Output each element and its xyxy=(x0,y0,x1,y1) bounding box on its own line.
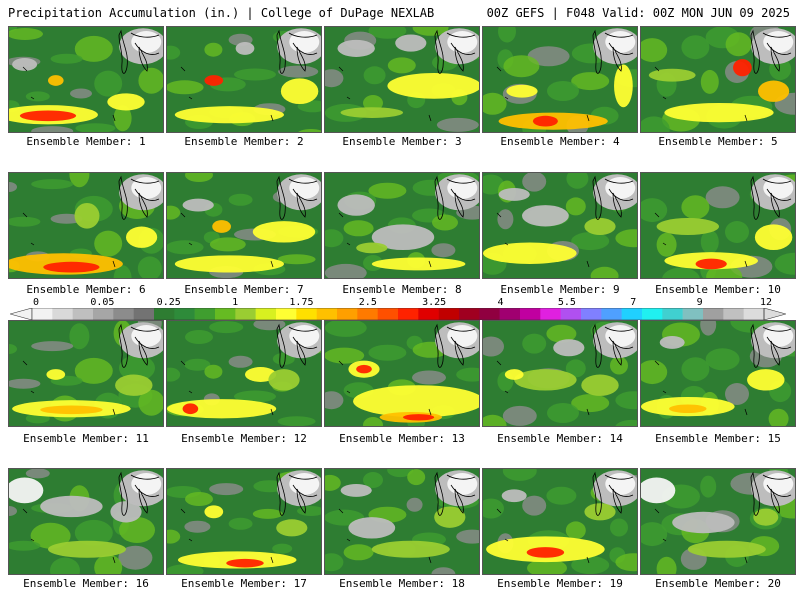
colorbar-swatch xyxy=(601,308,622,320)
colorbar-swatch xyxy=(337,308,358,320)
colorbar-tick-label: 0.05 xyxy=(90,297,115,308)
ensemble-member-map xyxy=(324,26,480,133)
ensemble-member-map xyxy=(8,320,164,427)
ensemble-member-map xyxy=(166,320,322,427)
ensemble-member-label: Ensemble Member: 14 xyxy=(497,432,623,445)
colorbar-swatch xyxy=(235,308,256,320)
ensemble-member-map xyxy=(166,26,322,133)
ensemble-member-label: Ensemble Member: 8 xyxy=(342,283,462,296)
ensemble-member-label: Ensemble Member: 12 xyxy=(181,432,307,445)
colorbar-swatch xyxy=(194,308,216,320)
colorbar-swatch xyxy=(621,308,643,320)
ensemble-member-label: Ensemble Member: 17 xyxy=(181,577,307,590)
ensemble-member-label: Ensemble Member: 3 xyxy=(342,135,462,148)
colorbar-swatch xyxy=(520,308,541,320)
colorbar-swatch xyxy=(581,308,602,320)
ensemble-member-map xyxy=(166,172,322,279)
colorbar-swatch xyxy=(459,308,480,320)
colorbar-swatch xyxy=(743,308,765,320)
colorbar-tick-label: 0 xyxy=(32,297,40,308)
ensemble-member-label: Ensemble Member: 7 xyxy=(184,283,304,296)
ensemble-member-map xyxy=(324,172,480,279)
colorbar-swatch xyxy=(560,308,582,320)
colorbar-tick-label: 2.5 xyxy=(358,297,377,308)
ensemble-member-label: Ensemble Member: 6 xyxy=(26,283,146,296)
ensemble-member-map xyxy=(482,320,638,427)
ensemble-member-map xyxy=(324,320,480,427)
ensemble-member-label: Ensemble Member: 1 xyxy=(26,135,146,148)
ensemble-member-label: Ensemble Member: 11 xyxy=(23,432,149,445)
colorbar-tick-label: 12 xyxy=(759,297,773,308)
ensemble-member-map xyxy=(8,26,164,133)
ensemble-member-label: Ensemble Member: 15 xyxy=(655,432,781,445)
ensemble-member-map xyxy=(640,468,796,575)
colorbar-swatch xyxy=(72,308,94,320)
run-valid-time: 00Z GEFS | F048 Valid: 00Z MON JUN 09 20… xyxy=(486,6,790,20)
ensemble-member-map xyxy=(640,172,796,279)
ensemble-member-map xyxy=(8,172,164,279)
colorbar-swatch xyxy=(703,308,724,320)
colorbar-swatch xyxy=(357,308,378,320)
colorbar-swatch xyxy=(296,308,317,320)
ensemble-member-label: Ensemble Member: 9 xyxy=(500,283,620,296)
colorbar-swatch xyxy=(723,308,744,320)
colorbar-tick-label: 1 xyxy=(232,297,239,308)
ensemble-member-label: Ensemble Member: 4 xyxy=(500,135,620,148)
ensemble-member-label: Ensemble Member: 18 xyxy=(339,577,465,590)
ensemble-member-map xyxy=(640,26,796,133)
colorbar-swatch xyxy=(52,308,73,320)
colorbar-swatch xyxy=(154,308,175,320)
colorbar-swatch xyxy=(438,308,460,320)
colorbar-tick-label: 5.5 xyxy=(557,297,576,308)
colorbar-swatch xyxy=(662,308,683,320)
colorbar-swatch xyxy=(215,308,236,320)
colorbar-tick-label: 9 xyxy=(696,297,703,308)
ensemble-member-map xyxy=(324,468,480,575)
precipitation-colorbar xyxy=(10,308,786,320)
colorbar-tick-label: 7 xyxy=(630,297,637,308)
colorbar-swatch xyxy=(113,308,134,320)
ensemble-member-label: Ensemble Member: 20 xyxy=(655,577,781,590)
colorbar-tick-label: 1.75 xyxy=(289,297,314,308)
colorbar-swatch xyxy=(174,308,195,320)
ensemble-member-map xyxy=(8,468,164,575)
colorbar-swatch xyxy=(377,308,399,320)
ensemble-member-map xyxy=(482,468,638,575)
colorbar-swatch xyxy=(540,308,561,320)
colorbar-swatch xyxy=(255,308,277,320)
colorbar-swatch xyxy=(398,308,419,320)
colorbar-swatch xyxy=(93,308,114,320)
ensemble-member-label: Ensemble Member: 2 xyxy=(184,135,304,148)
colorbar-swatch xyxy=(479,308,500,320)
ensemble-member-label: Ensemble Member: 5 xyxy=(658,135,778,148)
ensemble-member-label: Ensemble Member: 16 xyxy=(23,577,149,590)
colorbar-swatch xyxy=(276,308,297,320)
ensemble-member-map xyxy=(482,172,638,279)
colorbar-tick-label: 3.25 xyxy=(422,297,447,308)
colorbar-swatch xyxy=(133,308,155,320)
colorbar-swatch xyxy=(499,308,521,320)
colorbar-swatch xyxy=(418,308,439,320)
ensemble-member-label: Ensemble Member: 10 xyxy=(655,283,781,296)
colorbar-swatch xyxy=(682,308,704,320)
ensemble-member-label: Ensemble Member: 13 xyxy=(339,432,465,445)
product-title: Precipitation Accumulation (in.) | Colle… xyxy=(8,6,435,20)
ensemble-member-map xyxy=(482,26,638,133)
ensemble-member-map xyxy=(640,320,796,427)
ensemble-member-label: Ensemble Member: 19 xyxy=(497,577,623,590)
ensemble-member-map xyxy=(166,468,322,575)
colorbar-swatch xyxy=(32,308,53,320)
colorbar-tick-label: 4 xyxy=(497,297,504,308)
colorbar-tick-label: 0.25 xyxy=(156,297,181,308)
colorbar-swatch xyxy=(642,308,663,320)
colorbar-swatch xyxy=(316,308,338,320)
